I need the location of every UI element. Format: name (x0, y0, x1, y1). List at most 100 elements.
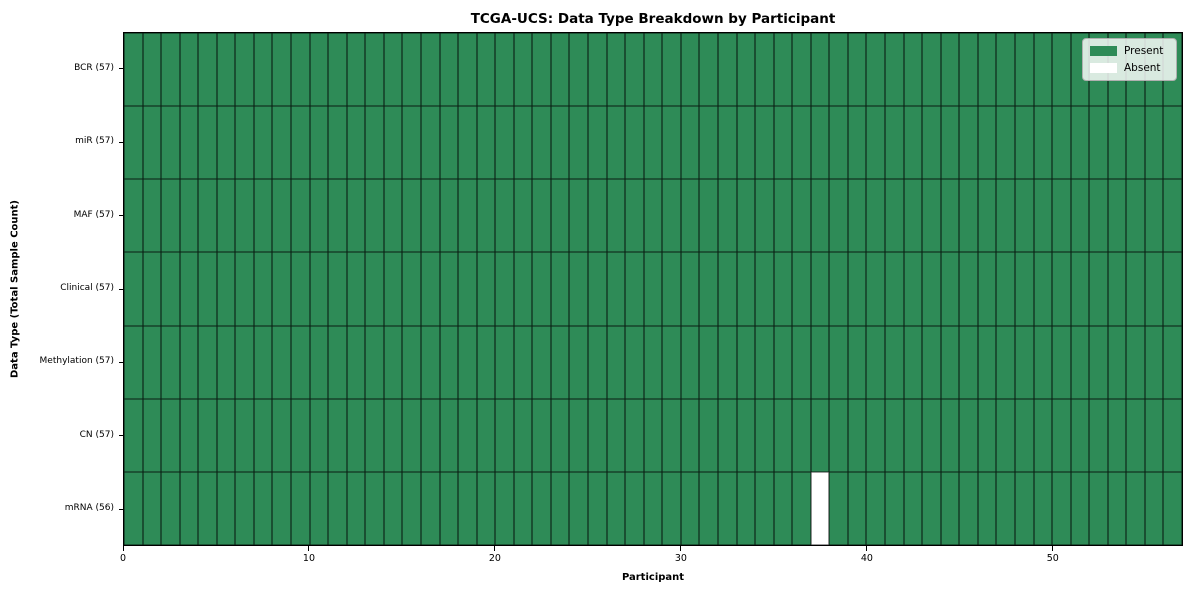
heatmap-cell-present (1089, 252, 1108, 326)
heatmap-cell-present (922, 252, 941, 326)
heatmap-cell-present (420, 179, 440, 253)
heatmap-cell-present (402, 471, 421, 545)
heatmap-cell-present (495, 106, 514, 180)
heatmap-cell-present (996, 471, 1015, 545)
legend-label: Absent (1124, 62, 1161, 74)
heatmap-cell-present (402, 179, 421, 253)
heatmap-cell-present (1033, 106, 1053, 180)
heatmap-cell-present (977, 325, 997, 399)
heatmap-cell-present (922, 471, 941, 545)
ytick-mark (118, 288, 123, 290)
heatmap-cell-present (1014, 471, 1034, 545)
heatmap-cell-present (235, 33, 254, 107)
heatmap-cell-present (124, 252, 143, 326)
plot-area (123, 32, 1183, 546)
heatmap-cell-present (1107, 325, 1127, 399)
heatmap-cell-present (309, 252, 329, 326)
heatmap-cell-present (588, 33, 607, 107)
heatmap-cell-present (1052, 471, 1071, 545)
heatmap-cell-present (588, 398, 607, 472)
heatmap-cell-present (365, 398, 384, 472)
heatmap-cell-present (755, 106, 774, 180)
heatmap-cell-present (1107, 398, 1127, 472)
heatmap-cell-present (625, 33, 644, 107)
heatmap-cell-present (959, 179, 978, 253)
heatmap-cell-present (365, 106, 384, 180)
heatmap-cell-present (309, 106, 329, 180)
heatmap-cell-present (291, 252, 310, 326)
heatmap-cell-present (198, 252, 217, 326)
heatmap-cell-present (420, 471, 440, 545)
heatmap-cell-present (699, 252, 718, 326)
heatmap-cell-present (1052, 106, 1071, 180)
heatmap-cell-present (922, 398, 941, 472)
heatmap-cell-present (643, 325, 663, 399)
heatmap-cell-present (402, 325, 421, 399)
heatmap-cell-present (773, 252, 793, 326)
ytick-label: MAF (57) (73, 209, 114, 220)
heatmap-cell-present (420, 325, 440, 399)
xtick-mark (866, 546, 868, 551)
heatmap-cell-present (885, 252, 904, 326)
heatmap-cell-present (717, 325, 737, 399)
heatmap-cell-present (365, 252, 384, 326)
heatmap-cell-present (903, 106, 923, 180)
heatmap-cell-present (977, 471, 997, 545)
heatmap-cell-present (1107, 471, 1127, 545)
heatmap-cell-present (606, 252, 626, 326)
heatmap-cell-present (124, 471, 143, 545)
heatmap-cell-present (643, 398, 663, 472)
heatmap-cell-present (866, 252, 886, 326)
heatmap-cell-present (903, 471, 923, 545)
ytick-mark (118, 435, 123, 437)
heatmap-cell-present (513, 106, 533, 180)
heatmap-cell-present (1033, 33, 1053, 107)
heatmap-cell-present (792, 325, 811, 399)
heatmap-cell-present (792, 179, 811, 253)
heatmap-cell-present (662, 471, 681, 545)
heatmap-cell-present (643, 252, 663, 326)
heatmap-cell-present (996, 398, 1015, 472)
ytick-mark (118, 68, 123, 70)
heatmap-cell-present (847, 252, 867, 326)
heatmap-cell-present (1126, 106, 1145, 180)
heatmap-cell-present (1070, 179, 1090, 253)
heatmap-cell-present (1070, 471, 1090, 545)
heatmap-cell-present (792, 33, 811, 107)
heatmap-cell-present (513, 33, 533, 107)
xtick-mark (122, 546, 124, 551)
heatmap-cell-present (161, 471, 180, 545)
heatmap-cell-present (1052, 252, 1071, 326)
heatmap-cell-present (773, 398, 793, 472)
heatmap-cell-present (179, 252, 199, 326)
heatmap-cell-present (680, 252, 700, 326)
heatmap-cell-present (940, 252, 960, 326)
heatmap-cell-present (179, 106, 199, 180)
heatmap-cell-present (365, 179, 384, 253)
xtick-label: 40 (860, 553, 873, 564)
heatmap-cell-present (606, 325, 626, 399)
heatmap-cell-present (142, 398, 162, 472)
heatmap-cell-present (142, 106, 162, 180)
heatmap-cell-present (643, 106, 663, 180)
heatmap-cell-present (643, 471, 663, 545)
heatmap-cell-present (977, 179, 997, 253)
heatmap-cell-present (1126, 325, 1145, 399)
heatmap-cell-present (216, 325, 236, 399)
heatmap-cell-present (866, 179, 886, 253)
heatmap-cell-present (272, 33, 292, 107)
heatmap-cell-present (847, 179, 867, 253)
heatmap-cell-present (124, 325, 143, 399)
heatmap-cell-present (179, 325, 199, 399)
xtick-mark (680, 546, 682, 551)
heatmap-cell-present (662, 325, 681, 399)
legend: Present Absent (1082, 38, 1177, 81)
heatmap-cell-present (1107, 179, 1127, 253)
heatmap-cell-present (532, 398, 551, 472)
heatmap-cell-present (885, 325, 904, 399)
heatmap-cell-present (885, 106, 904, 180)
heatmap-cell-present (532, 252, 551, 326)
heatmap-cell-present (736, 33, 756, 107)
heatmap-cell-present (161, 325, 180, 399)
heatmap-cell-present (476, 252, 496, 326)
